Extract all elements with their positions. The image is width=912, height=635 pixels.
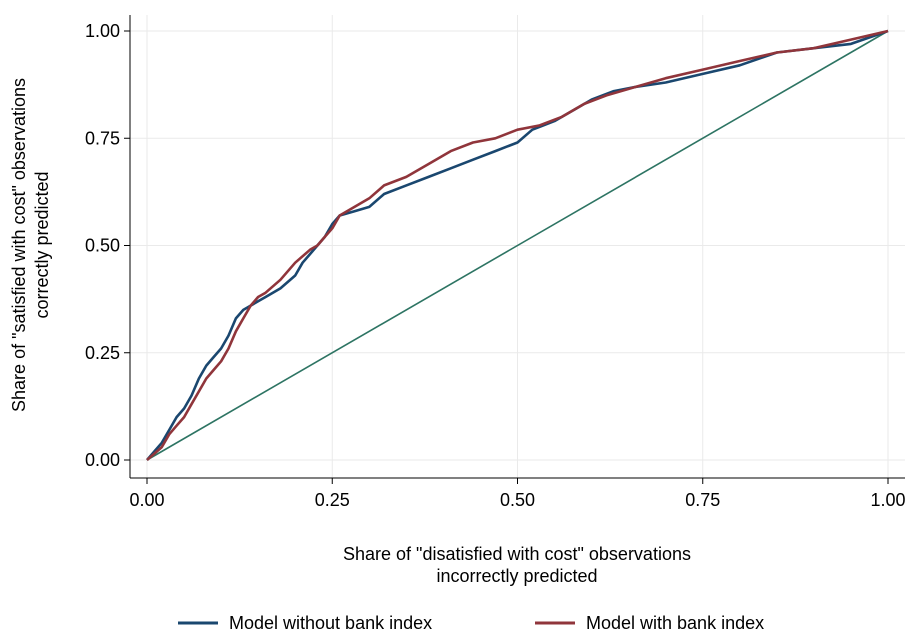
series-line-without-bank-index [146, 29, 889, 461]
legend: Model without bank index Model with bank… [178, 613, 764, 633]
x-axis-title-line-2: incorrectly predicted [436, 566, 597, 586]
series-line-with-bank-index [146, 29, 889, 461]
y-axis-title-line-2: correctly predicted [32, 171, 52, 318]
y-tick-label-1: 0.25 [85, 343, 120, 363]
y-axis-title-line-1: Share of "satisfied with cost" observati… [9, 78, 29, 412]
x-tick-label-0: 0.00 [129, 490, 164, 510]
y-tick-label-4: 1.00 [85, 21, 120, 41]
axes [124, 15, 905, 484]
series-group [146, 29, 889, 461]
legend-label-without-bank-index: Model without bank index [229, 613, 432, 633]
x-tick-label-3: 0.75 [685, 490, 720, 510]
tick-labels: 0.00 0.25 0.50 0.75 1.00 0.00 0.25 0.50 0.75 1.00 [85, 21, 906, 510]
x-axis-title-line-1: Share of "disatisfied with cost" observa… [343, 544, 691, 564]
x-tick-label-1: 0.25 [315, 490, 350, 510]
y-tick-label-0: 0.00 [85, 450, 120, 470]
y-tick-label-2: 0.50 [85, 236, 120, 256]
x-tick-label-4: 1.00 [870, 490, 905, 510]
reference-diagonal-line [146, 30, 889, 461]
legend-label-with-bank-index: Model with bank index [586, 613, 764, 633]
grid-lines [130, 15, 905, 478]
y-tick-label-3: 0.75 [85, 128, 120, 148]
x-tick-label-2: 0.50 [500, 490, 535, 510]
